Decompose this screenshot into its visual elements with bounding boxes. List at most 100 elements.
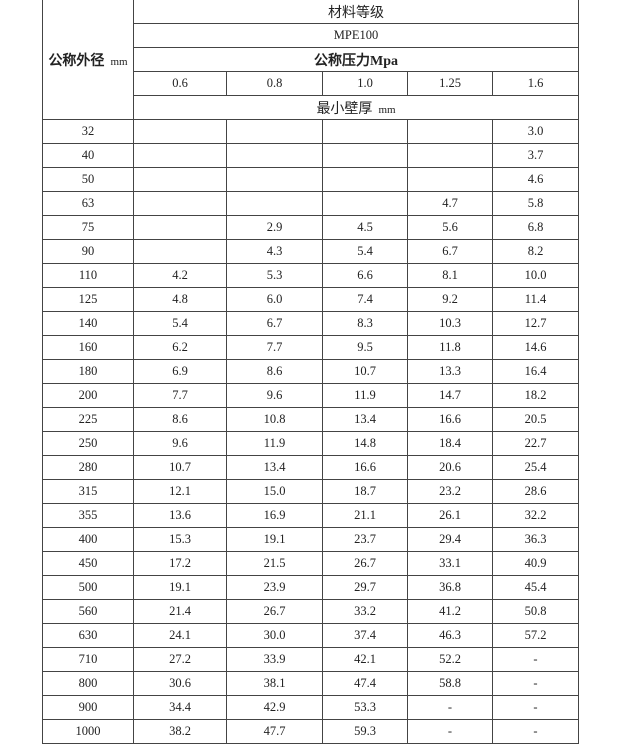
thickness-cell: 5.3 [226,263,323,288]
thickness-cell: 21.1 [322,503,408,528]
thickness-cell [322,143,408,168]
table-row: 32 3.0 [42,119,579,144]
thickness-cell: 20.6 [407,455,493,480]
thickness-cell: 8.3 [322,311,408,336]
thickness-cell: 9.6 [133,431,227,456]
thickness-cell: 58.8 [407,671,493,696]
thickness-cell: 7.7 [133,383,227,408]
thickness-cell: 23.9 [226,575,323,600]
table-row: 560 21.4 26.7 33.2 41.2 50.8 [42,599,579,624]
diameter-cell: 75 [42,215,134,240]
table-row: 250 9.6 11.9 14.8 18.4 22.7 [42,431,579,456]
diameter-cell: 1000 [42,719,134,744]
table-row: 160 6.2 7.7 9.5 11.8 14.6 [42,335,579,360]
thickness-cell [407,143,493,168]
thickness-cell: 27.2 [133,647,227,672]
diameter-cell: 225 [42,407,134,432]
table-row: 800 30.6 38.1 47.4 58.8- [42,671,579,696]
thickness-cell: 16.6 [322,455,408,480]
diameter-cell: 160 [42,335,134,360]
thickness-cell: 2.9 [226,215,323,240]
diameter-cell: 315 [42,479,134,504]
table-row: 40 3.7 [42,143,579,168]
thickness-cell [322,119,408,144]
diameter-cell: 500 [42,575,134,600]
thickness-cell: - [407,695,493,720]
thickness-cell: 6.2 [133,335,227,360]
thickness-cell: 38.2 [133,719,227,744]
thickness-cell: 38.1 [226,671,323,696]
thickness-cell: 19.1 [226,527,323,552]
thickness-cell: 18.4 [407,431,493,456]
thickness-cell: 28.6 [492,479,579,504]
thickness-cell: - [492,719,579,744]
thickness-cell: 8.2 [492,239,579,264]
thickness-cell: 30.0 [226,623,323,648]
thickness-cell: 13.3 [407,359,493,384]
thickness-cell: 33.2 [322,599,408,624]
thickness-cell [322,191,408,216]
diameter-cell: 40 [42,143,134,168]
diameter-cell: 63 [42,191,134,216]
thickness-cell: - [407,719,493,744]
thickness-cell: - [492,671,579,696]
thickness-cell: 41.2 [407,599,493,624]
thickness-cell: 19.1 [133,575,227,600]
table-row: 355 13.6 16.9 21.1 26.1 32.2 [42,503,579,528]
diameter-cell: 90 [42,239,134,264]
table-row: 90 4.3 5.4 6.7 8.2 [42,239,579,264]
table-row: 280 10.7 13.4 16.6 20.6 25.4 [42,455,579,480]
thickness-cell: 50.8 [492,599,579,624]
pressure-value: 1.6 [492,71,579,96]
diameter-cell: 560 [42,599,134,624]
diameter-cell: 32 [42,119,134,144]
thickness-cell: 16.6 [407,407,493,432]
thickness-cell: 53.3 [322,695,408,720]
thickness-cell: 9.5 [322,335,408,360]
diameter-unit: mm [110,55,128,68]
thickness-cell: 5.6 [407,215,493,240]
thickness-header: 最小壁厚 mm [133,95,579,120]
thickness-cell: 17.2 [133,551,227,576]
thickness-cell: 59.3 [322,719,408,744]
thickness-cell: 47.7 [226,719,323,744]
thickness-cell: 21.5 [226,551,323,576]
diameter-header: 公称外径 mm [42,0,134,120]
material: MPE100 [133,23,579,48]
diameter-cell: 200 [42,383,134,408]
thickness-cell: 4.3 [226,239,323,264]
thickness-cell: 3.7 [492,143,579,168]
table-row: 75 2.9 4.5 5.6 6.8 [42,215,579,240]
table-row: 710 27.2 33.9 42.1 52.2- [42,647,579,672]
thickness-cell [133,215,227,240]
pressure-value: 1.25 [407,71,493,96]
thickness-cell: 40.9 [492,551,579,576]
thickness-cell [407,167,493,192]
pressure-value: 0.6 [133,71,227,96]
thickness-cell: 7.7 [226,335,323,360]
thickness-cell [226,143,323,168]
table-row: 50 4.6 [42,167,579,192]
thickness-cell: 10.8 [226,407,323,432]
thickness-cell: 14.8 [322,431,408,456]
table-row: 63 4.7 5.8 [42,191,579,216]
thickness-cell [226,119,323,144]
table-row: 200 7.7 9.6 11.9 14.7 18.2 [42,383,579,408]
thickness-cell: 4.8 [133,287,227,312]
thickness-cell: 8.6 [133,407,227,432]
thickness-cell: 8.6 [226,359,323,384]
thickness-cell: 20.5 [492,407,579,432]
diameter-cell: 400 [42,527,134,552]
thickness-cell: 42.9 [226,695,323,720]
thickness-cell: 6.9 [133,359,227,384]
diameter-cell: 710 [42,647,134,672]
table-row: 450 17.2 21.5 26.7 33.1 40.9 [42,551,579,576]
thickness-cell: 5.4 [133,311,227,336]
thickness-cell: 46.3 [407,623,493,648]
thickness-cell: 29.4 [407,527,493,552]
thickness-cell: 10.7 [133,455,227,480]
thickness-cell: 45.4 [492,575,579,600]
diameter-cell: 140 [42,311,134,336]
thickness-cell [407,119,493,144]
table-row: 630 24.1 30.0 37.4 46.3 57.2 [42,623,579,648]
